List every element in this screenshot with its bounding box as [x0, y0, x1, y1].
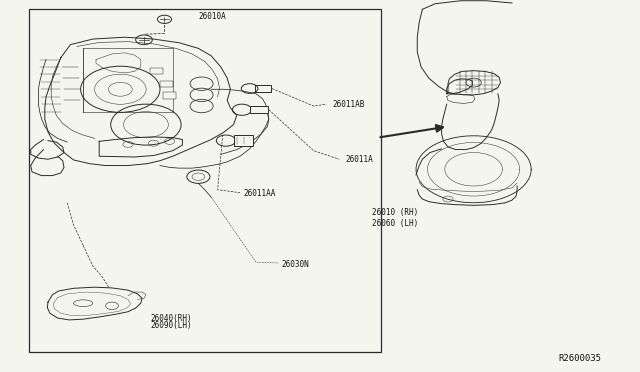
Bar: [163, 92, 176, 99]
Bar: [150, 68, 163, 74]
Bar: [255, 85, 271, 92]
Bar: [234, 135, 253, 146]
Text: 26090(LH): 26090(LH): [150, 321, 192, 330]
Text: 26040(RH): 26040(RH): [150, 314, 192, 323]
Bar: [29, 9, 381, 352]
Bar: [160, 81, 173, 87]
Text: 26011A: 26011A: [346, 155, 373, 164]
Text: 26011AB: 26011AB: [333, 100, 365, 109]
Bar: [250, 106, 268, 113]
Text: 26010 (RH): 26010 (RH): [372, 208, 419, 217]
Text: 26060 (LH): 26060 (LH): [372, 219, 419, 228]
Text: R2600035: R2600035: [559, 354, 602, 363]
Text: 26030N: 26030N: [282, 260, 309, 269]
Text: 26010A: 26010A: [198, 12, 226, 21]
Text: 26011AA: 26011AA: [243, 189, 276, 198]
Ellipse shape: [74, 300, 93, 307]
